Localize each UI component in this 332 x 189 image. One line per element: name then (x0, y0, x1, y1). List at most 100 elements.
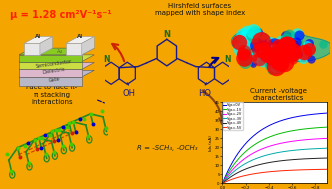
Point (270, 45, 275, 48)
Polygon shape (19, 69, 82, 77)
Point (56, 138, 61, 141)
Point (251, 56, 256, 59)
Polygon shape (24, 36, 52, 43)
Point (265, 42, 270, 45)
Point (39, 146, 44, 149)
Point (43, 153, 48, 156)
Point (273, 64, 279, 67)
Vgs=-5V (225, 180, 229, 183)
Text: R = -SCH₃, -OCH₃: R = -SCH₃, -OCH₃ (136, 146, 197, 151)
Point (306, 48, 312, 51)
Point (269, 51, 274, 54)
Text: Au: Au (56, 50, 63, 54)
Point (250, 34, 255, 37)
Polygon shape (19, 62, 82, 69)
Text: HO: HO (198, 89, 211, 98)
Point (270, 56, 275, 59)
Point (290, 50, 295, 53)
Point (277, 45, 282, 48)
Point (274, 61, 280, 64)
Point (279, 62, 285, 65)
Point (288, 51, 293, 54)
Point (269, 40, 274, 43)
Point (274, 48, 279, 51)
Point (283, 55, 288, 58)
Text: Al: Al (35, 34, 42, 40)
Point (284, 48, 290, 51)
Point (259, 40, 264, 43)
Polygon shape (24, 43, 40, 55)
Point (274, 48, 279, 51)
Point (281, 59, 286, 62)
Vgs=-3V (225, 177, 229, 180)
Vgs=-3V (220, 182, 224, 184)
Point (283, 56, 288, 59)
Point (289, 55, 294, 58)
Point (301, 58, 306, 61)
Point (275, 43, 281, 46)
Point (269, 53, 275, 56)
Vgs=0V (325, 112, 329, 114)
Point (274, 47, 279, 50)
Point (274, 53, 279, 56)
Polygon shape (40, 36, 52, 55)
Point (103, 126, 108, 129)
Point (248, 54, 254, 57)
Point (53, 129, 59, 132)
Point (90, 122, 96, 125)
Point (15, 146, 20, 149)
Point (43, 133, 48, 136)
Vgs=-2V (325, 137, 329, 139)
Point (281, 60, 287, 63)
Vgs=-4V (240, 170, 244, 172)
Vgs=-1V (240, 154, 244, 156)
Point (293, 40, 299, 43)
Vgs=-1V (227, 171, 231, 173)
Point (306, 41, 312, 44)
Point (60, 125, 65, 128)
Vgs=-5V (227, 179, 231, 182)
Point (274, 49, 279, 52)
Point (282, 50, 288, 53)
Point (271, 55, 276, 58)
Point (277, 53, 282, 56)
Text: N: N (163, 30, 170, 39)
Point (274, 47, 279, 50)
Point (269, 48, 274, 51)
Point (263, 52, 268, 55)
Point (275, 47, 280, 50)
Vgs=0V (316, 113, 320, 115)
Point (275, 55, 280, 58)
Point (245, 31, 250, 34)
Polygon shape (19, 70, 94, 77)
Point (279, 52, 284, 55)
Point (276, 53, 281, 56)
Vgs=-1V (325, 126, 329, 128)
Point (282, 56, 287, 59)
Point (275, 47, 281, 50)
Point (241, 56, 246, 59)
Text: N: N (103, 55, 110, 64)
Vgs=-5V (240, 175, 244, 177)
Vgs=-3V (316, 147, 320, 150)
Vgs=0V (248, 138, 252, 140)
Point (276, 66, 282, 69)
Point (56, 128, 62, 131)
Point (51, 150, 57, 153)
Point (86, 134, 91, 137)
Point (300, 57, 305, 60)
Vgs=0V (225, 172, 229, 175)
Point (52, 139, 57, 143)
Polygon shape (66, 43, 82, 55)
Point (296, 33, 302, 36)
Point (273, 45, 278, 48)
Point (88, 112, 93, 115)
Point (305, 44, 310, 47)
Vgs=-1V (316, 127, 320, 129)
Vgs=0V (227, 168, 231, 170)
Point (66, 122, 72, 125)
Point (39, 136, 44, 139)
Point (249, 47, 254, 50)
Point (274, 46, 280, 49)
Point (290, 58, 296, 61)
